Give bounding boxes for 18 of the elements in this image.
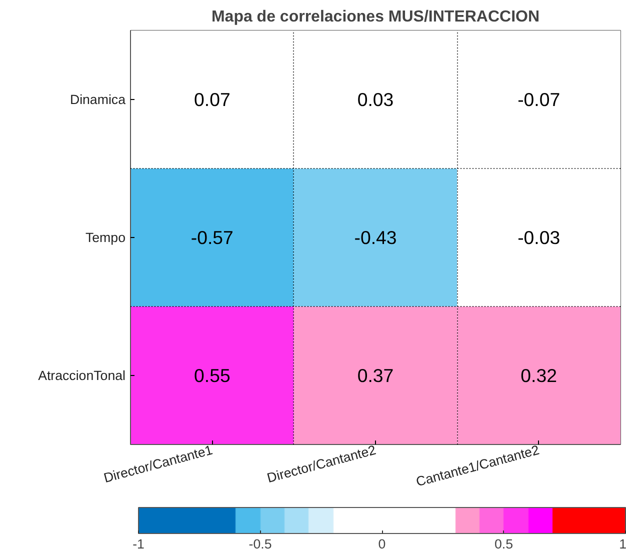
data-label: 0.37: [357, 365, 394, 386]
y-tick-label: AtraccionTonal: [38, 368, 126, 383]
y-tick-label: Dinamica: [70, 92, 126, 107]
color-bar-label: -1: [132, 536, 144, 552]
data-label: -0.03: [518, 227, 560, 248]
data-label: 0.32: [520, 365, 557, 386]
color-bar-label: 0.5: [494, 536, 514, 552]
color-bar-label: 1: [619, 536, 626, 552]
chart-title: Mapa de correlaciones MUS/INTERACCION: [211, 8, 540, 26]
color-bar-label: -0.5: [248, 536, 272, 552]
data-label: -0.07: [518, 89, 560, 110]
y-tick-label: Tempo: [85, 230, 126, 245]
color-bar-label: 0: [378, 536, 386, 552]
data-label: 0.07: [194, 89, 230, 110]
data-label: -0.57: [190, 227, 234, 248]
data-label: 0.03: [357, 89, 394, 110]
data-label: -0.43: [354, 227, 397, 248]
data-label: 0.55: [194, 365, 230, 386]
